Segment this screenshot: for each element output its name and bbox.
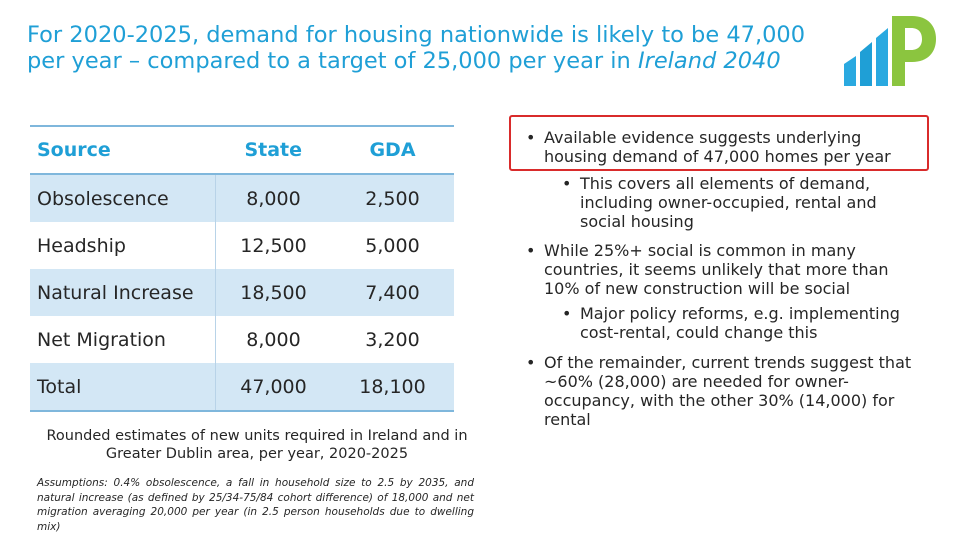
table-row-total: Total 47,000 18,100 (30, 363, 454, 412)
bullet-glyph: • (526, 241, 536, 260)
row-state: 8,000 (215, 316, 331, 363)
table-row: Obsolescence 8,000 2,500 (30, 174, 454, 222)
row-gda: 18,100 (331, 363, 454, 412)
logo-icon (844, 16, 936, 86)
housing-demand-table: Source State GDA Obsolescence 8,000 2,50… (30, 125, 454, 412)
row-gda: 7,400 (331, 269, 454, 316)
title-main: For 2020-2025, demand for housing nation… (27, 22, 806, 74)
row-state: 18,500 (215, 269, 331, 316)
bullet-text: This covers all elements of demand, incl… (580, 174, 877, 231)
bullet-glyph: • (526, 353, 536, 372)
row-source: Net Migration (37, 328, 166, 351)
bullet-glyph: • (562, 174, 572, 193)
header-source: Source (30, 125, 216, 175)
bullet-text: Of the remainder, current trends suggest… (544, 353, 912, 429)
table-row: Headship 12,500 5,000 (30, 222, 454, 269)
row-state: 47,000 (215, 363, 331, 412)
row-state: 12,500 (215, 222, 331, 269)
bullet-text: Major policy reforms, e.g. implementing … (580, 304, 900, 342)
bullet-item: • Of the remainder, current trends sugge… (526, 353, 914, 429)
header-state: State (215, 125, 331, 175)
row-source: Natural Increase (30, 269, 216, 316)
slide-title: For 2020-2025, demand for housing nation… (27, 22, 807, 74)
row-source: Obsolescence (30, 174, 216, 222)
row-source: Headship (37, 234, 126, 257)
sub-bullet-item: • This covers all elements of demand, in… (562, 174, 900, 231)
row-state: 8,000 (215, 174, 331, 222)
bullet-item: • While 25%+ social is common in many co… (526, 241, 914, 298)
row-source: Total (30, 363, 216, 412)
header-gda: GDA (331, 125, 454, 175)
sub-bullet-item: • Major policy reforms, e.g. implementin… (562, 304, 930, 342)
assumptions-note: Assumptions: 0.4% obsolescence, a fall i… (37, 477, 474, 533)
row-gda: 2,500 (331, 174, 454, 222)
bullet-text: Available evidence suggests underlying h… (544, 128, 891, 166)
table-header-row: Source State GDA (30, 125, 454, 175)
bullet-glyph: • (562, 304, 572, 323)
table-caption: Rounded estimates of new units required … (46, 428, 468, 462)
bullet-item: • Available evidence suggests underlying… (526, 128, 914, 166)
table-row: Natural Increase 18,500 7,400 (30, 269, 454, 316)
bullet-text: While 25%+ social is common in many coun… (544, 241, 889, 298)
highlight-box (509, 115, 929, 171)
table-row: Net Migration 8,000 3,200 (30, 316, 454, 363)
row-gda: 5,000 (365, 234, 420, 257)
title-italic: Ireland 2040 (637, 48, 781, 74)
row-gda: 3,200 (365, 328, 420, 351)
bullet-glyph: • (526, 128, 536, 147)
